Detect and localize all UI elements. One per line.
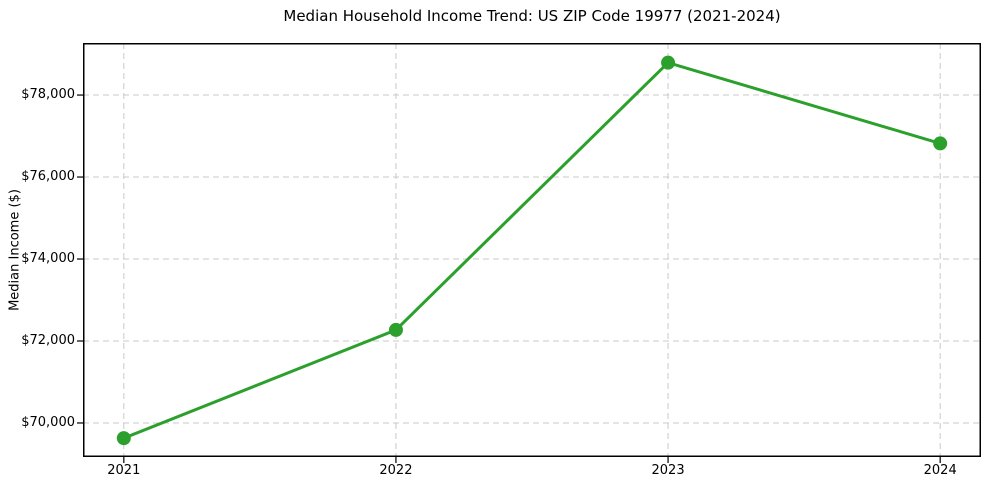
data-point-2022 xyxy=(388,322,403,337)
data-point-2023 xyxy=(661,55,676,70)
y-tick-label: $70,000 xyxy=(21,414,75,430)
y-tick-label: $78,000 xyxy=(21,87,75,103)
y-tick-label: $76,000 xyxy=(21,169,75,185)
x-tick-label: 2024 xyxy=(923,463,957,478)
y-axis-label: Median Income ($) xyxy=(7,189,23,311)
income-trend-line xyxy=(122,61,942,440)
x-tick-label: 2021 xyxy=(107,463,141,478)
data-point-2021 xyxy=(116,431,131,446)
y-tick-label: $72,000 xyxy=(21,332,75,348)
y-tick-label: $74,000 xyxy=(21,251,75,267)
plot-border xyxy=(83,43,981,457)
x-tick-label: 2023 xyxy=(651,463,685,478)
chart-title: Median Household Income Trend: US ZIP Co… xyxy=(283,7,781,25)
plot-svg xyxy=(77,43,981,463)
data-point-2024 xyxy=(933,136,948,151)
x-tick-label: 2022 xyxy=(379,463,413,478)
